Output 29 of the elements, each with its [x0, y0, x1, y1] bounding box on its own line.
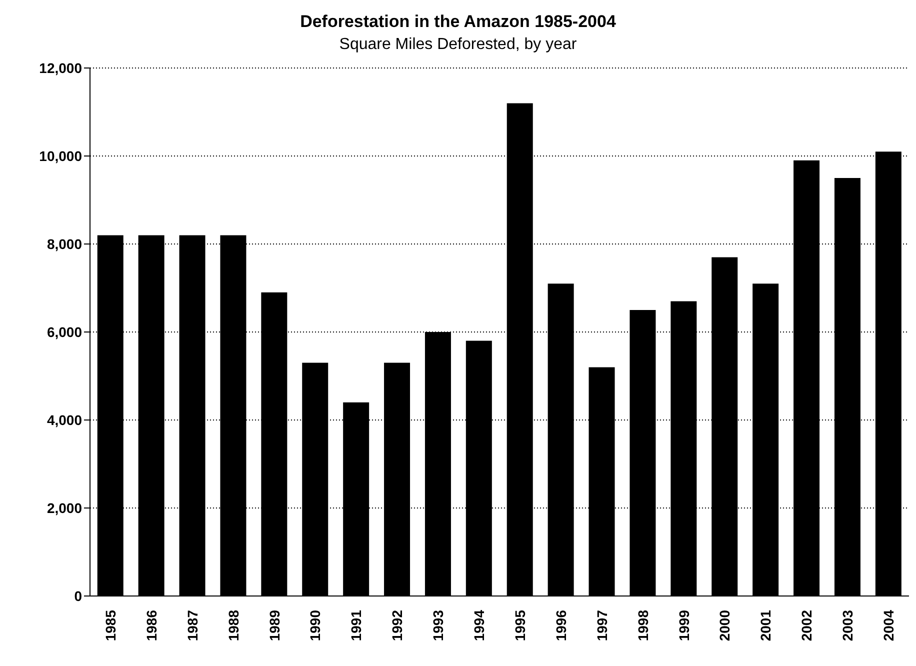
- y-tick-label: 12,000: [39, 60, 82, 76]
- x-tick-label: 1998: [634, 610, 651, 642]
- y-tick-label: 10,000: [39, 148, 82, 164]
- y-tick-label: 2,000: [46, 500, 82, 516]
- x-tick-label: 1990: [307, 610, 324, 642]
- x-tick-label: 1988: [225, 610, 242, 642]
- x-tick-label: 2003: [840, 610, 856, 642]
- x-tick-label: 2004: [880, 610, 897, 642]
- y-tick-label: 0: [74, 588, 82, 604]
- x-tick-label: 1989: [266, 610, 282, 642]
- x-tick-label: 2002: [798, 610, 815, 642]
- x-tick-label: 1986: [143, 610, 160, 642]
- x-tick-label: 1997: [594, 610, 610, 642]
- y-tick-label: 4,000: [46, 412, 82, 428]
- x-tick-label: 1994: [471, 610, 488, 642]
- x-tick-label: 1993: [430, 610, 446, 642]
- x-tick-label: 1991: [348, 610, 364, 642]
- x-tick-label: 1996: [552, 610, 569, 642]
- y-tick-label: 6,000: [46, 324, 82, 340]
- x-tick-label: 1987: [184, 610, 200, 642]
- x-tick-label: 1999: [676, 610, 692, 642]
- x-tick-label: 2001: [758, 610, 774, 642]
- x-tick-label: 1985: [102, 610, 118, 642]
- x-tick-label: 1992: [389, 610, 406, 642]
- y-tick-label: 8,000: [46, 236, 82, 252]
- x-tick-label: 2000: [716, 610, 733, 642]
- chart-title: Deforestation in the Amazon 1985-2004: [299, 11, 617, 32]
- x-tick-label: 1995: [512, 610, 528, 642]
- chart-subtitle: Square Miles Deforested, by year: [338, 36, 578, 54]
